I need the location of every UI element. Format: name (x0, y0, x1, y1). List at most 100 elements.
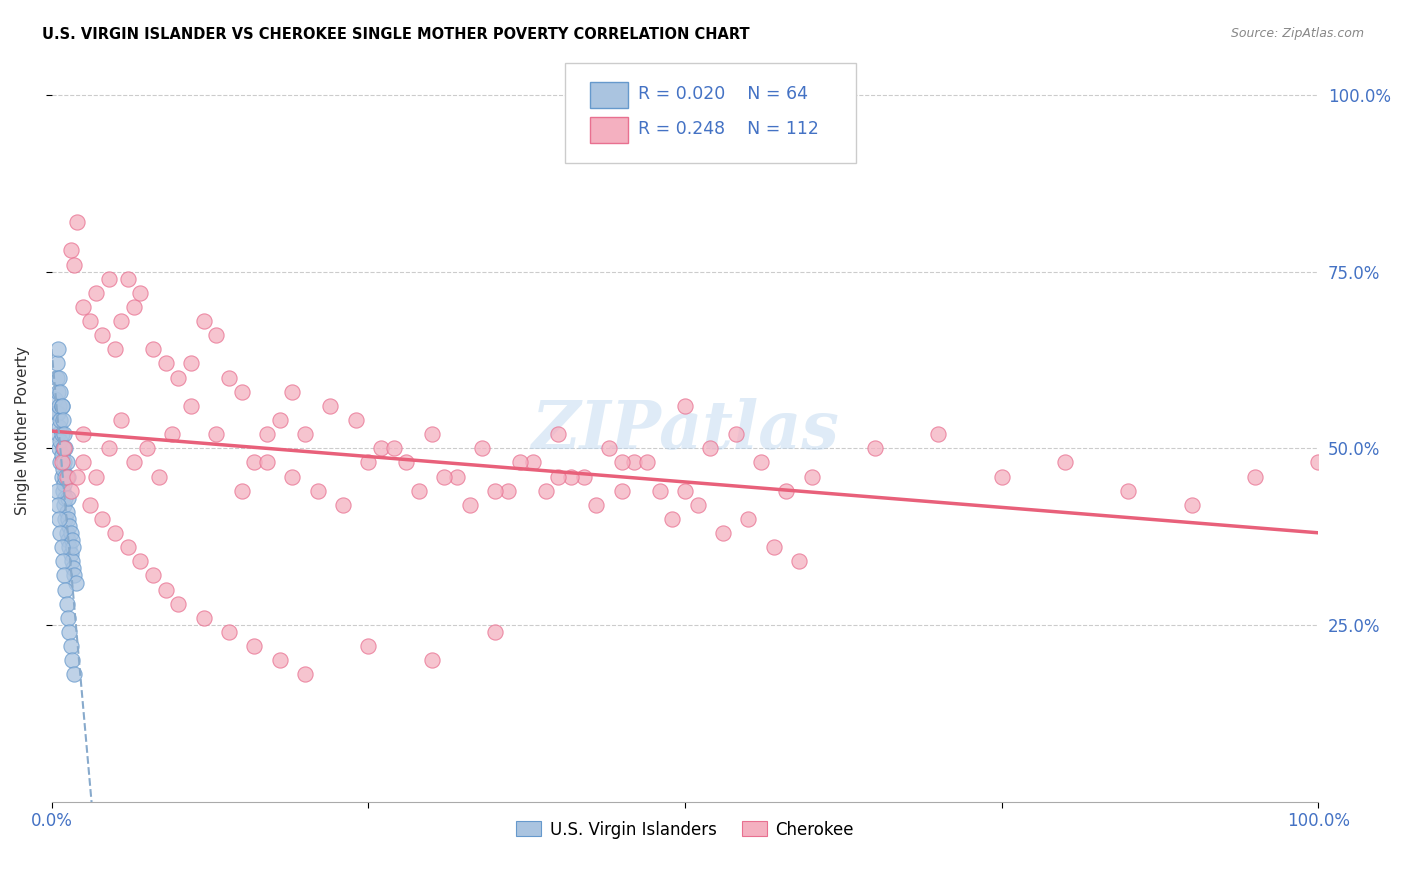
Point (319, 399, 342, 413)
Text: R = 0.020    N = 64: R = 0.020 N = 64 (638, 86, 808, 103)
Point (104, 343, 127, 357)
Point (648, 483, 671, 498)
Point (60, 554, 83, 568)
Point (104, 526, 127, 541)
Point (59, 483, 82, 498)
Point (294, 667, 316, 681)
Point (53, 476, 76, 491)
Point (91, 512, 114, 526)
Point (598, 442, 620, 456)
Point (84, 285, 107, 300)
Point (53, 568, 76, 582)
Point (58, 624, 80, 639)
Point (231, 483, 253, 498)
FancyBboxPatch shape (565, 63, 856, 163)
Point (357, 455, 380, 469)
Point (496, 483, 519, 498)
Point (52, 442, 75, 456)
Point (737, 512, 759, 526)
Point (48, 370, 70, 384)
Point (610, 483, 633, 498)
Point (927, 427, 949, 442)
Text: ZIPatlas: ZIPatlas (531, 398, 839, 463)
Point (52, 554, 75, 568)
Point (585, 498, 607, 512)
Point (357, 639, 380, 653)
Point (1181, 498, 1204, 512)
Point (117, 540, 139, 554)
Point (420, 653, 443, 667)
Point (53, 455, 76, 469)
Point (55, 597, 77, 611)
Point (56, 533, 79, 548)
Point (560, 469, 582, 483)
Point (62, 561, 84, 575)
Point (91, 328, 114, 343)
Point (344, 413, 367, 427)
Point (79, 314, 101, 328)
Point (63, 258, 86, 272)
Point (180, 356, 202, 370)
Point (307, 483, 329, 498)
Point (55, 582, 77, 597)
Point (269, 413, 291, 427)
Point (46, 427, 69, 442)
Point (79, 498, 101, 512)
Point (231, 384, 253, 399)
Point (281, 469, 304, 483)
Point (673, 399, 696, 413)
Point (53, 442, 76, 456)
Point (433, 469, 456, 483)
Point (218, 370, 240, 384)
Point (800, 469, 823, 483)
Point (52, 462, 75, 476)
Point (673, 483, 696, 498)
Point (97, 271, 120, 285)
Point (205, 427, 228, 442)
Point (51, 427, 73, 442)
Point (148, 469, 170, 483)
Point (160, 427, 183, 442)
Point (775, 483, 797, 498)
Point (60, 653, 83, 667)
Point (256, 427, 278, 442)
Point (55, 491, 77, 505)
Point (1116, 483, 1139, 498)
Point (382, 442, 405, 456)
Point (56, 469, 79, 483)
Point (129, 285, 152, 300)
Point (711, 526, 734, 541)
Point (59, 639, 82, 653)
Point (110, 413, 132, 427)
Text: Source: ZipAtlas.com: Source: ZipAtlas.com (1230, 27, 1364, 40)
Point (49, 434, 72, 449)
Point (243, 455, 266, 469)
Point (84, 469, 107, 483)
Point (509, 455, 531, 469)
Point (1244, 469, 1267, 483)
Point (484, 624, 506, 639)
FancyBboxPatch shape (591, 117, 628, 143)
Point (66, 215, 89, 229)
Point (129, 554, 152, 568)
Point (1053, 455, 1076, 469)
Point (51, 399, 73, 413)
Point (787, 554, 810, 568)
Point (122, 455, 145, 469)
Point (52, 413, 75, 427)
Point (46, 384, 69, 399)
Point (72, 300, 94, 314)
Point (572, 469, 595, 483)
Point (155, 582, 177, 597)
Point (56, 611, 79, 625)
Point (52, 483, 75, 498)
Text: U.S. VIRGIN ISLANDER VS CHEROKEE SINGLE MOTHER POVERTY CORRELATION CHART: U.S. VIRGIN ISLANDER VS CHEROKEE SINGLE … (42, 27, 749, 42)
Point (1308, 455, 1330, 469)
Point (471, 442, 494, 456)
Point (58, 540, 80, 554)
Point (56, 491, 79, 505)
Point (72, 455, 94, 469)
Point (699, 442, 721, 456)
Point (51, 469, 73, 483)
Point (281, 384, 304, 399)
